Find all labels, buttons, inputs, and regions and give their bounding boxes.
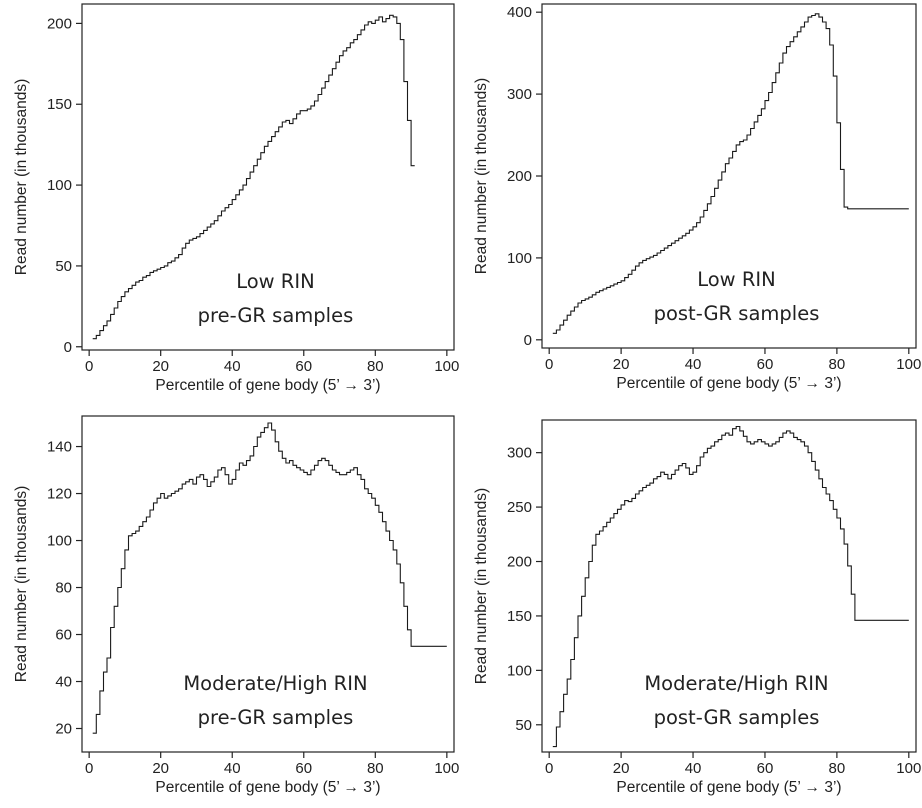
panel-low-rin-post-gr: 0 20 40 60 80 100 0 100 200 300 400 Percentile of…	[473, 3, 921, 392]
x-tick-label: 80	[829, 356, 846, 373]
y-tick-label: 100	[47, 533, 72, 550]
y-axis-ticks: 50 100 150 200 250 300	[507, 445, 542, 734]
y-axis-label: Read number (in thousands)	[473, 488, 490, 684]
x-tick-label: 20	[152, 760, 169, 777]
annotation-rin: Moderate/High RIN	[644, 672, 828, 695]
x-tick-label: 0	[85, 760, 93, 777]
y-tick-label: 140	[47, 439, 72, 456]
panel-moderate-high-rin-pre-gr: 0 20 40 60 80 100 20 40 60 80 100 120 140 Percentil…	[13, 415, 459, 796]
y-tick-label: 100	[507, 662, 532, 679]
panel-low-rin-pre-gr: 0 20 40 60 80 100 0 50 100 150 200 Percentile of …	[13, 3, 459, 394]
x-tick-label: 60	[295, 760, 312, 777]
x-tick-label: 80	[367, 760, 384, 777]
y-tick-label: 250	[507, 499, 532, 516]
y-tick-label: 150	[47, 96, 72, 113]
x-tick-label: 80	[367, 358, 384, 375]
y-tick-label: 60	[55, 627, 72, 644]
x-tick-label: 0	[545, 760, 553, 777]
y-tick-label: 40	[55, 674, 72, 691]
x-tick-label: 20	[613, 760, 630, 777]
x-tick-label: 0	[85, 358, 93, 375]
x-tick-label: 40	[685, 356, 702, 373]
annotation-sample-group: post-GR samples	[654, 302, 820, 325]
y-tick-label: 100	[507, 250, 532, 267]
annotation-sample-group: pre-GR samples	[198, 304, 354, 327]
y-tick-label: 50	[515, 717, 532, 734]
y-tick-label: 200	[507, 168, 532, 185]
x-axis-ticks: 0 20 40 60 80 100	[85, 350, 459, 375]
y-tick-label: 200	[507, 554, 532, 571]
y-axis-label: Read number (in thousands)	[13, 486, 30, 682]
x-tick-label: 100	[896, 760, 921, 777]
x-axis-ticks: 0 20 40 60 80 100	[545, 348, 921, 373]
y-tick-label: 150	[507, 608, 532, 625]
y-axis-ticks: 0 100 200 300 400	[507, 4, 542, 349]
x-axis-label: Percentile of gene body (5’ → 3’)	[155, 779, 380, 796]
coverage-step-line	[92, 14, 415, 340]
x-tick-label: 40	[685, 760, 702, 777]
y-axis-label: Read number (in thousands)	[13, 79, 30, 275]
y-tick-label: 20	[55, 721, 72, 738]
x-tick-label: 60	[757, 760, 774, 777]
x-tick-label: 100	[896, 356, 921, 373]
plot-frame	[541, 3, 917, 349]
y-tick-label: 300	[507, 445, 532, 462]
x-tick-label: 40	[224, 358, 241, 375]
y-axis-ticks: 20 40 60 80 100 120 140	[47, 439, 82, 738]
plot-frame	[81, 3, 455, 351]
x-tick-label: 40	[224, 760, 241, 777]
coverage-step-line	[552, 13, 909, 334]
y-tick-label: 400	[507, 4, 532, 21]
y-tick-label: 0	[64, 339, 72, 356]
annotation-rin: Low RIN	[697, 268, 776, 291]
x-axis-label: Percentile of gene body (5’ → 3’)	[616, 779, 841, 796]
x-tick-label: 20	[613, 356, 630, 373]
x-tick-label: 60	[295, 358, 312, 375]
x-tick-label: 100	[434, 358, 459, 375]
y-tick-label: 80	[55, 580, 72, 597]
coverage-step-line	[552, 425, 909, 748]
x-axis-label: Percentile of gene body (5’ → 3’)	[155, 377, 380, 394]
x-tick-label: 20	[152, 358, 169, 375]
annotation-rin: Moderate/High RIN	[183, 672, 367, 695]
y-axis-ticks: 0 50 100 150 200	[47, 15, 82, 356]
y-tick-label: 300	[507, 86, 532, 103]
y-tick-label: 120	[47, 486, 72, 503]
annotation-rin: Low RIN	[236, 270, 315, 293]
y-tick-label: 100	[47, 177, 72, 194]
x-tick-label: 100	[434, 760, 459, 777]
plot-frame	[541, 419, 917, 753]
y-tick-label: 200	[47, 15, 72, 32]
x-tick-label: 0	[545, 356, 553, 373]
x-tick-label: 60	[757, 356, 774, 373]
annotation-sample-group: pre-GR samples	[198, 706, 354, 729]
y-tick-label: 0	[524, 332, 532, 349]
x-axis-ticks: 0 20 40 60 80 100	[85, 752, 459, 777]
x-tick-label: 80	[829, 760, 846, 777]
x-axis-ticks: 0 20 40 60 80 100	[545, 752, 921, 777]
y-tick-label: 50	[55, 258, 72, 275]
plot-frame	[81, 415, 455, 753]
panel-moderate-high-rin-post-gr: 0 20 40 60 80 100 50 100 150 200 250 300 Percentil…	[473, 419, 921, 796]
annotation-sample-group: post-GR samples	[654, 706, 820, 729]
coverage-step-line	[92, 422, 447, 734]
y-axis-label: Read number (in thousands)	[473, 78, 490, 274]
x-axis-label: Percentile of gene body (5’ → 3’)	[616, 375, 841, 392]
